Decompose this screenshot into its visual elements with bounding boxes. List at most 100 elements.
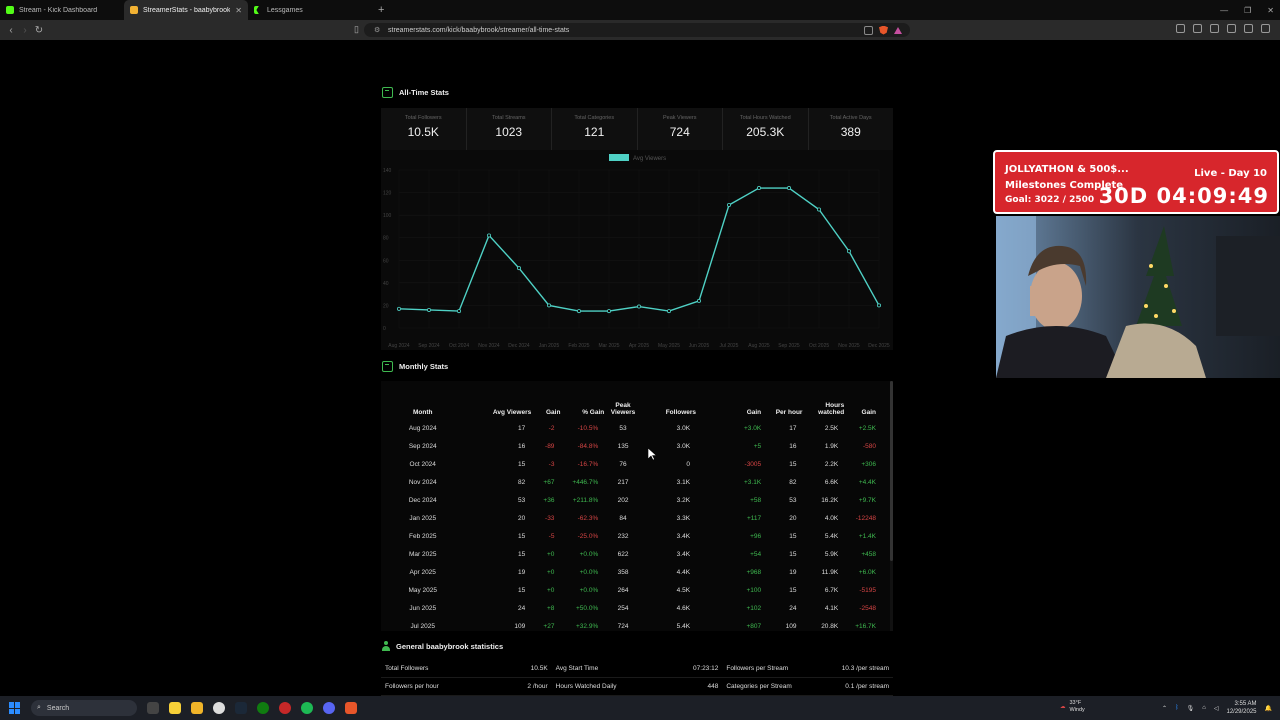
taskbar-clock[interactable]: 3:55 AM 12/29/2025 — [1226, 700, 1256, 716]
data-point[interactable] — [576, 309, 581, 314]
brave-shields-icon[interactable] — [879, 25, 888, 35]
table-cell: 3.3K — [676, 514, 691, 522]
data-point[interactable] — [487, 233, 492, 238]
data-point[interactable] — [816, 207, 821, 212]
table-cell: -5195 — [859, 586, 876, 594]
table-cell: 2.5K — [824, 424, 839, 432]
vpn-icon[interactable] — [1244, 24, 1253, 33]
tray-overflow-icon[interactable]: ⌃ — [1161, 705, 1167, 712]
site-info-icon[interactable]: ⚙ — [374, 27, 381, 34]
col-followers-gain[interactable]: Gain — [746, 409, 762, 416]
reload-icon[interactable]: ↻ — [34, 24, 44, 36]
tab-kick-dashboard[interactable]: Stream - Kick Dashboard — [0, 0, 124, 20]
table-cell: +102 — [746, 604, 762, 612]
data-point[interactable] — [606, 309, 611, 314]
col-month[interactable]: Month — [412, 409, 433, 416]
minimize-icon[interactable]: — — [1220, 5, 1229, 15]
tab-streamerstats[interactable]: StreamerStats - baabybrook All ✕ — [124, 0, 248, 20]
back-icon[interactable]: ‹ — [9, 24, 13, 36]
col-pct-gain[interactable]: % Gain — [582, 409, 605, 416]
extensions-icon[interactable] — [1227, 24, 1236, 33]
table-header-row: Month Avg Viewers Gain % Gain Peak Viewe… — [381, 381, 886, 419]
taskbar-search[interactable]: ⌕ Search — [31, 700, 137, 716]
stat-label: Followers per Stream — [726, 665, 789, 672]
bookmark-icon[interactable]: ▯ — [354, 24, 359, 34]
col-per-hour[interactable]: Per hour — [775, 409, 803, 416]
weather-widget[interactable]: ☁ 33°F Windy — [1060, 700, 1085, 714]
windows-start-icon[interactable] — [9, 702, 21, 714]
table-cell: 724 — [617, 622, 629, 630]
close-window-icon[interactable]: ✕ — [1267, 5, 1274, 15]
volume-icon[interactable]: ◁ — [1213, 705, 1219, 712]
legend-swatch[interactable] — [609, 154, 629, 161]
table-scrollbar[interactable] — [890, 381, 893, 631]
share-icon[interactable] — [864, 25, 873, 35]
stat-value: 10.3 /per stream — [841, 665, 890, 672]
file-explorer-icon[interactable] — [191, 702, 203, 714]
microphone-icon[interactable]: 🎙 — [1186, 705, 1195, 712]
notifications-icon[interactable]: 🔔 — [1264, 705, 1272, 712]
xbox-icon[interactable] — [257, 702, 269, 714]
table-cell: 254 — [617, 604, 629, 612]
data-point[interactable] — [756, 186, 761, 191]
table-cell: 76 — [619, 460, 627, 468]
table-cell: Dec 2024 — [408, 496, 437, 504]
discord-icon[interactable] — [323, 702, 335, 714]
data-point[interactable] — [666, 309, 671, 314]
task-view-icon[interactable] — [147, 702, 159, 714]
network-icon[interactable]: ⌂ — [1202, 705, 1206, 711]
steam-icon[interactable] — [235, 702, 247, 714]
table-cell: +0.0% — [579, 550, 599, 558]
reader-mode-icon[interactable] — [1176, 24, 1185, 33]
capture-app-icon[interactable] — [279, 702, 291, 714]
data-point[interactable] — [546, 303, 551, 308]
col-hours-watched[interactable]: Hours watched — [818, 402, 845, 416]
table-cell: 4.4K — [676, 568, 691, 576]
sticky-notes-icon[interactable] — [169, 702, 181, 714]
table-cell: 3.2K — [676, 496, 691, 504]
col-followers[interactable]: Followers — [665, 409, 697, 416]
scrollbar-thumb[interactable] — [890, 381, 893, 561]
forward-icon[interactable]: › — [23, 24, 27, 36]
data-point[interactable] — [457, 309, 462, 314]
col-gain[interactable]: Gain — [545, 409, 561, 416]
menu-icon[interactable] — [1261, 24, 1270, 33]
col-avg-viewers[interactable]: Avg Viewers — [492, 409, 532, 416]
data-point[interactable] — [696, 298, 701, 303]
legend-label[interactable]: Avg Viewers — [633, 156, 666, 162]
col-hours-gain[interactable]: Gain — [861, 409, 876, 416]
spotify-icon[interactable] — [301, 702, 313, 714]
data-point[interactable] — [726, 202, 731, 207]
data-point[interactable] — [427, 307, 432, 312]
data-point[interactable] — [846, 249, 851, 254]
close-tab-icon[interactable]: ✕ — [235, 5, 242, 15]
maximize-icon[interactable]: ❐ — [1244, 5, 1252, 15]
table-cell: +2.5K — [858, 424, 876, 432]
data-point[interactable] — [636, 304, 641, 309]
obs-icon[interactable] — [213, 702, 225, 714]
new-tab-icon[interactable]: + — [378, 4, 385, 16]
table-row: Jan 2025 20 -33 -62.3% 84 3.3K +117 20 4.0K -1224… — [381, 509, 886, 527]
table-cell: Apr 2025 — [409, 568, 436, 576]
sidebar-icon[interactable] — [1193, 24, 1202, 33]
data-point[interactable] — [876, 303, 881, 308]
system-tray: ⌃ ᛒ 🎙 ⌂ ◁ 3:55 AM 12/29/2025 🔔 — [1162, 696, 1272, 720]
bluetooth-icon[interactable]: ᛒ — [1175, 705, 1179, 711]
data-point[interactable] — [396, 306, 401, 311]
table-cell: 264 — [617, 586, 629, 594]
url-text: streamerstats.com/kick/baabybrook/stream… — [388, 26, 570, 34]
data-point[interactable] — [516, 266, 521, 271]
wallet-icon[interactable] — [1210, 24, 1219, 33]
live-day: Live - Day 10 — [1194, 168, 1267, 179]
brave-browser-icon[interactable] — [345, 702, 357, 714]
calendar-icon — [382, 361, 393, 372]
brave-rewards-icon[interactable] — [894, 26, 902, 34]
tab-lessgames[interactable]: Lessgames — [248, 0, 372, 20]
table-cell: +54 — [750, 550, 762, 558]
address-bar[interactable]: ⚙ streamerstats.com/kick/baabybrook/stre… — [364, 23, 910, 37]
table-cell: 4.1K — [824, 604, 839, 612]
data-point[interactable] — [786, 186, 791, 191]
table-row: Feb 2025 15 -5 -25.0% 232 3.4K +96 15 5.4K +1.4K — [381, 527, 886, 545]
col-peak-viewers[interactable]: Peak Viewers — [610, 402, 636, 416]
table-cell: +446.7% — [572, 478, 599, 486]
